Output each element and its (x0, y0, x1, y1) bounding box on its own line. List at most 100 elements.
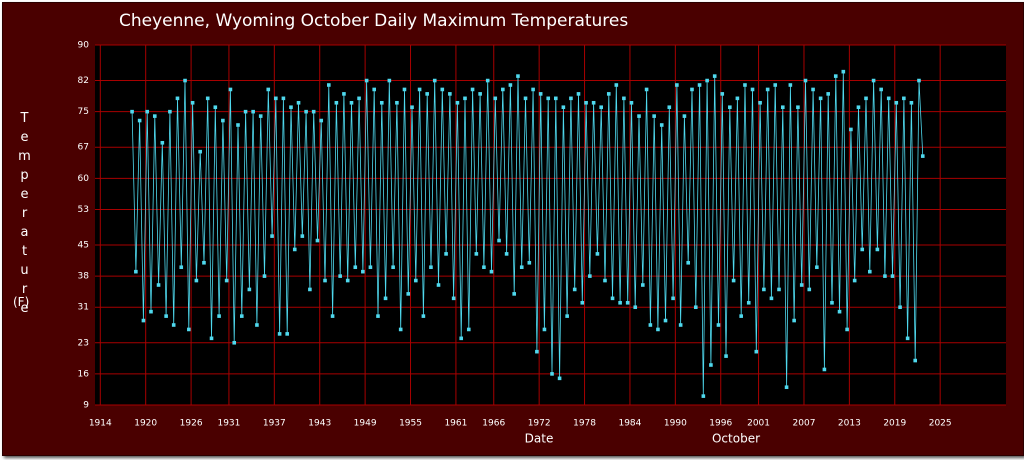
data-point (675, 83, 679, 87)
data-point (671, 296, 675, 301)
y-tick-label: 67 (78, 143, 89, 153)
data-point (826, 92, 830, 96)
data-point (739, 314, 743, 318)
data-point (852, 278, 857, 283)
data-point (746, 300, 751, 305)
data-point (686, 260, 691, 265)
data-point (758, 100, 762, 105)
y-axis-label: Temperature (17, 111, 32, 320)
data-point (693, 305, 698, 310)
data-point (618, 300, 622, 305)
data-point (625, 300, 630, 305)
data-point (777, 287, 781, 292)
data-point (678, 323, 683, 327)
data-point (905, 336, 910, 341)
data-point (501, 87, 505, 92)
data-point (432, 78, 437, 83)
data-point (667, 105, 672, 110)
data-point (224, 278, 229, 283)
y-tick-label: 90 (78, 41, 90, 51)
data-point (327, 83, 331, 87)
data-point (720, 92, 725, 96)
data-point (864, 96, 868, 101)
y-tick-label: 31 (78, 303, 89, 313)
data-point (258, 114, 263, 118)
data-point (690, 87, 694, 92)
data-point (663, 318, 668, 323)
data-point (387, 78, 392, 83)
data-point (879, 87, 883, 92)
data-point (262, 274, 267, 278)
data-point (508, 83, 513, 87)
data-point (773, 83, 778, 87)
data-point (815, 265, 819, 270)
data-point (807, 287, 812, 292)
data-point (270, 234, 274, 238)
data-point (561, 105, 566, 110)
data-point (512, 292, 516, 296)
x-tick-label: 1966 (482, 419, 505, 429)
data-point (459, 336, 464, 341)
data-point (134, 269, 138, 274)
data-point (179, 265, 184, 270)
data-point (183, 78, 187, 83)
y-tick-label: 16 (78, 369, 90, 379)
data-point (383, 296, 388, 301)
x-tick-label: 2001 (747, 419, 770, 429)
x-tick-label: 1955 (399, 419, 422, 429)
x-tick-label: 1990 (664, 419, 687, 429)
data-point (784, 385, 789, 390)
data-point (425, 92, 429, 96)
data-point (300, 234, 305, 238)
data-point (716, 323, 721, 327)
data-point (550, 372, 554, 376)
data-point (482, 265, 486, 270)
data-point (659, 123, 664, 127)
data-point (595, 252, 600, 256)
data-point (376, 314, 380, 318)
data-point (149, 309, 153, 314)
data-point (349, 100, 354, 105)
data-point (701, 394, 706, 398)
data-point (395, 100, 399, 105)
data-point (735, 96, 740, 101)
data-point (856, 105, 861, 110)
data-point (860, 247, 865, 252)
data-point (187, 327, 191, 332)
data-point (232, 340, 237, 345)
chart-title: Cheyenne, Wyoming October Daily Maximum … (119, 11, 628, 31)
data-point (357, 96, 361, 101)
data-point (137, 118, 142, 123)
data-point (274, 96, 278, 101)
y-tick-label: 60 (78, 174, 90, 184)
y-tick-label: 45 (78, 241, 89, 251)
data-point (542, 327, 547, 332)
data-point (584, 100, 588, 105)
data-point (417, 87, 422, 92)
y-tick-label: 53 (78, 205, 89, 215)
data-point (822, 367, 827, 372)
data-point (364, 78, 369, 83)
data-point (289, 105, 293, 110)
data-point (705, 78, 709, 83)
data-point (145, 109, 150, 114)
x-tick-label: 2019 (883, 419, 906, 429)
data-point (780, 105, 785, 110)
data-point (421, 314, 426, 318)
data-point (648, 323, 653, 327)
data-point (788, 83, 793, 87)
y-tick-label: 9 (83, 401, 89, 411)
data-point (830, 300, 834, 305)
data-point (871, 78, 876, 83)
x-axis-label: Date (525, 432, 554, 446)
data-point (489, 269, 494, 274)
data-point (398, 327, 403, 332)
x-tick-label: 1978 (573, 419, 596, 429)
data-point (463, 96, 467, 101)
data-point (792, 318, 796, 323)
data-point (141, 318, 146, 323)
data-point (440, 87, 445, 92)
data-point (152, 114, 157, 118)
data-point (743, 83, 747, 87)
